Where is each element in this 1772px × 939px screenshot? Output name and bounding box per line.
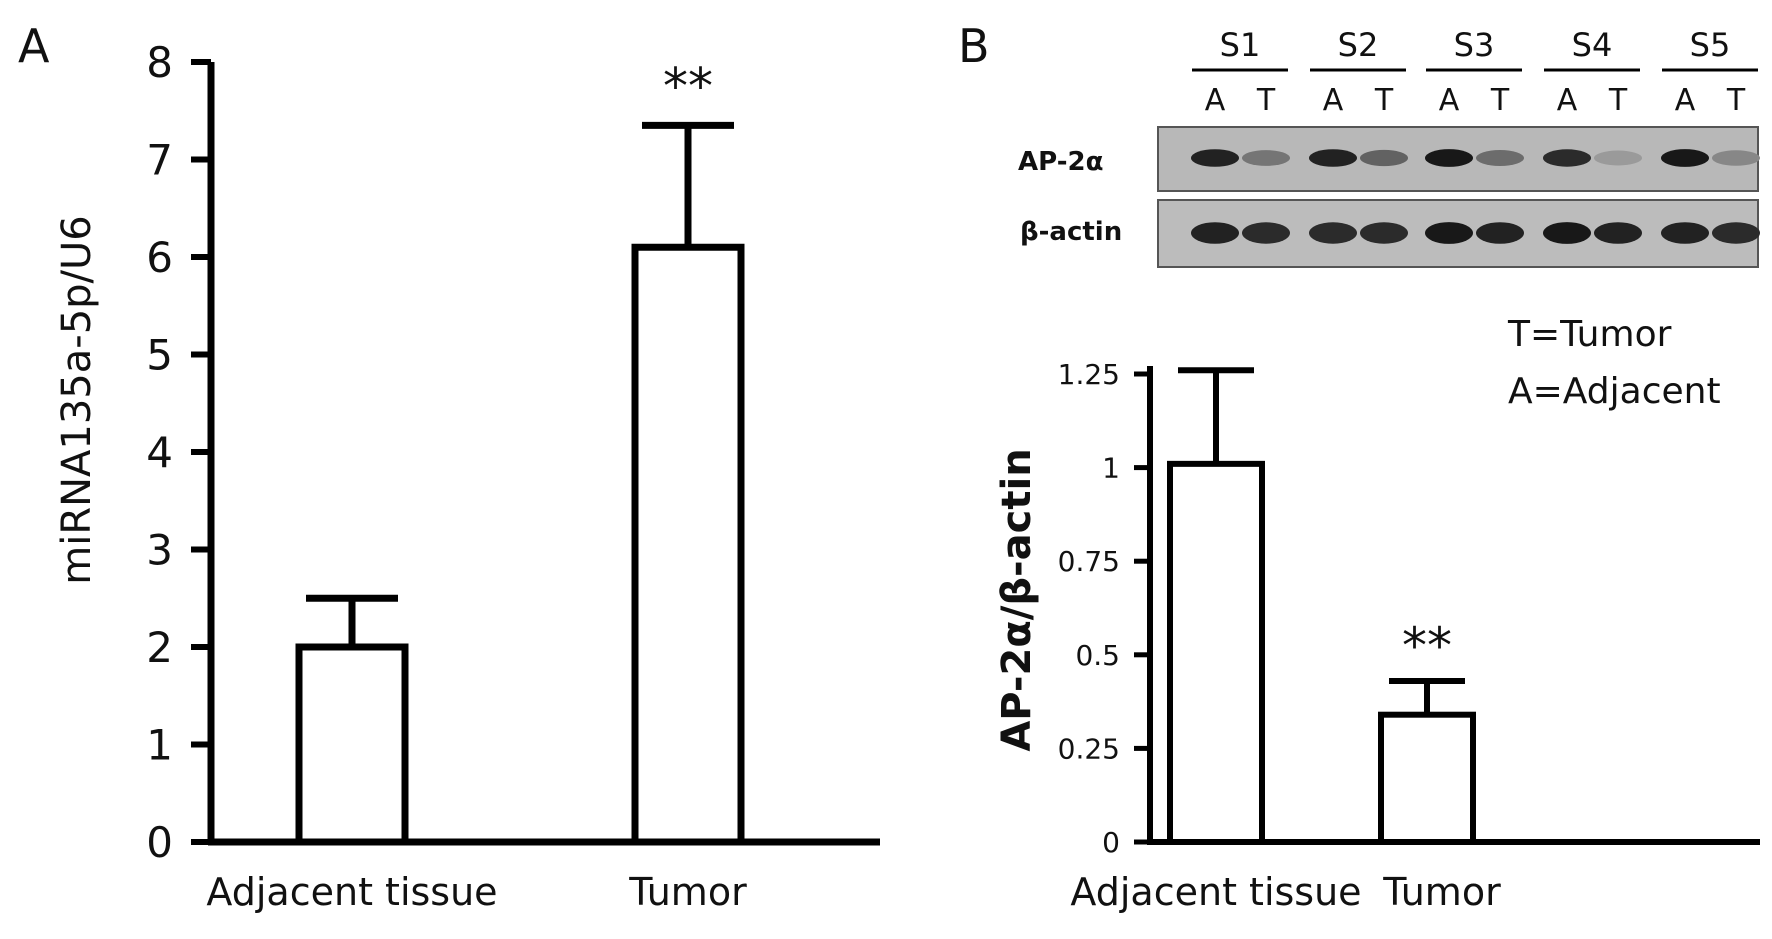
blot-band: [1543, 149, 1591, 167]
blot-lane-label: A: [1205, 83, 1226, 118]
chartA-bar-adjacent: [295, 643, 409, 846]
blot-lane-label: T: [1726, 83, 1746, 118]
chart-a-y-axis-label: miRNA135a-5p/U6: [54, 215, 100, 585]
blot-lane-label: T: [1490, 83, 1510, 118]
blot-band: [1309, 222, 1357, 244]
blot-band: [1661, 222, 1709, 244]
chartA-y-tick-label: 1: [146, 721, 173, 770]
blot-band: [1242, 222, 1290, 244]
blot-lane-label: T: [1374, 83, 1394, 118]
blot-sample-label: S1: [1220, 26, 1261, 64]
chartA-y-tick-label: 3: [146, 526, 173, 575]
blot-band: [1476, 150, 1524, 166]
panel-letter-b: B: [958, 19, 990, 73]
chartB-category-label: Tumor: [1382, 870, 1501, 914]
blot-band: [1191, 222, 1239, 244]
blot-sample-label: S4: [1572, 26, 1613, 64]
blot-band: [1360, 222, 1408, 244]
blot-lane-label: T: [1608, 83, 1628, 118]
blot-band: [1594, 222, 1642, 244]
blot-band: [1191, 149, 1239, 167]
chart-b: AP-2α/β-actin 0 0.25 0.5 0.75 1 1.25 Adjacent…: [994, 358, 1760, 914]
chartA-bar-tumor: [631, 243, 745, 846]
chartB-bar-tumor: [1378, 711, 1476, 845]
chartB-y-tick-label: 0.75: [1058, 545, 1120, 578]
panel-letter-a: A: [18, 19, 50, 73]
chartA-category-label: Tumor: [628, 870, 747, 914]
blot-lane-label: A: [1439, 83, 1460, 118]
chartA-category-label: Adjacent tissue: [206, 870, 497, 914]
blot-lane-label: T: [1256, 83, 1276, 118]
blot-lane-label: A: [1557, 83, 1578, 118]
blot-band: [1476, 222, 1524, 244]
chartA-significance-marker: **: [663, 57, 713, 115]
blot-band: [1543, 222, 1591, 244]
blot-band: [1309, 149, 1357, 167]
chartB-y-tick-label: 0: [1102, 826, 1120, 859]
blot-band: [1425, 222, 1473, 244]
blot-band: [1425, 149, 1473, 167]
chartA-y-tick-label: 6: [146, 233, 173, 282]
chartA-y-tick-label: 5: [146, 331, 173, 380]
chartA-y-tick-label: 2: [146, 623, 173, 672]
chart-a: miRNA135a-5p/U6 0 1 2 3 4 5 6 7 8 Adjacent tissu…: [54, 38, 880, 914]
blot-band: [1242, 150, 1290, 166]
chartA-y-tick-label: 4: [146, 428, 173, 477]
blot-band: [1712, 150, 1760, 166]
chartB-y-tick-label: 0.5: [1075, 639, 1120, 672]
blot-lane-label: A: [1675, 83, 1696, 118]
chartB-bar-adjacent: [1167, 460, 1265, 845]
chartA-y-tick-label: 7: [146, 136, 173, 185]
blot-band: [1360, 149, 1408, 167]
blot-band: [1661, 149, 1709, 167]
legend-adjacent: A=Adjacent: [1508, 371, 1721, 412]
chart-b-y-axis-label: AP-2α/β-actin: [994, 448, 1040, 751]
blot-lane-label: A: [1323, 83, 1344, 118]
blot-sample-label: S3: [1454, 26, 1495, 64]
blot-sample-label: S5: [1690, 26, 1731, 64]
chartB-y-tick-label: 1: [1102, 452, 1120, 485]
blot-band: [1594, 150, 1642, 166]
chartB-y-tick-label: 1.25: [1058, 358, 1120, 391]
chartA-y-tick-label: 0: [146, 818, 173, 867]
chartB-significance-marker: **: [1402, 617, 1452, 675]
chartB-y-tick-label: 0.25: [1058, 732, 1120, 765]
legend-tumor: T=Tumor: [1507, 314, 1672, 355]
blot-row-label-ap2a: AP-2α: [1018, 147, 1103, 177]
chartB-category-label: Adjacent tissue: [1070, 870, 1361, 914]
chartA-y-tick-label: 8: [146, 38, 173, 87]
blot-sample-label: S2: [1338, 26, 1379, 64]
blot-band: [1712, 222, 1760, 244]
blot-row-label-actin: β-actin: [1020, 217, 1122, 247]
